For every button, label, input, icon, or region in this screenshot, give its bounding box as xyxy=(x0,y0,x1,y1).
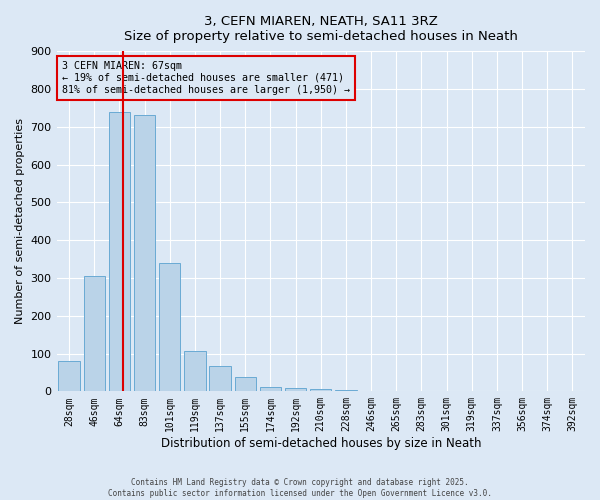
Bar xyxy=(58,361,80,392)
Bar xyxy=(159,263,181,392)
Bar xyxy=(134,116,155,392)
Bar xyxy=(235,377,256,392)
Bar xyxy=(109,112,130,392)
Bar xyxy=(209,366,231,392)
Bar xyxy=(335,390,356,392)
Bar xyxy=(285,388,307,392)
Bar xyxy=(310,390,331,392)
Bar xyxy=(260,387,281,392)
Bar xyxy=(184,350,206,392)
Text: Contains HM Land Registry data © Crown copyright and database right 2025.
Contai: Contains HM Land Registry data © Crown c… xyxy=(108,478,492,498)
X-axis label: Distribution of semi-detached houses by size in Neath: Distribution of semi-detached houses by … xyxy=(161,437,481,450)
Title: 3, CEFN MIAREN, NEATH, SA11 3RZ
Size of property relative to semi-detached house: 3, CEFN MIAREN, NEATH, SA11 3RZ Size of … xyxy=(124,15,518,43)
Y-axis label: Number of semi-detached properties: Number of semi-detached properties xyxy=(15,118,25,324)
Text: 3 CEFN MIAREN: 67sqm
← 19% of semi-detached houses are smaller (471)
81% of semi: 3 CEFN MIAREN: 67sqm ← 19% of semi-detac… xyxy=(62,62,350,94)
Bar xyxy=(83,276,105,392)
